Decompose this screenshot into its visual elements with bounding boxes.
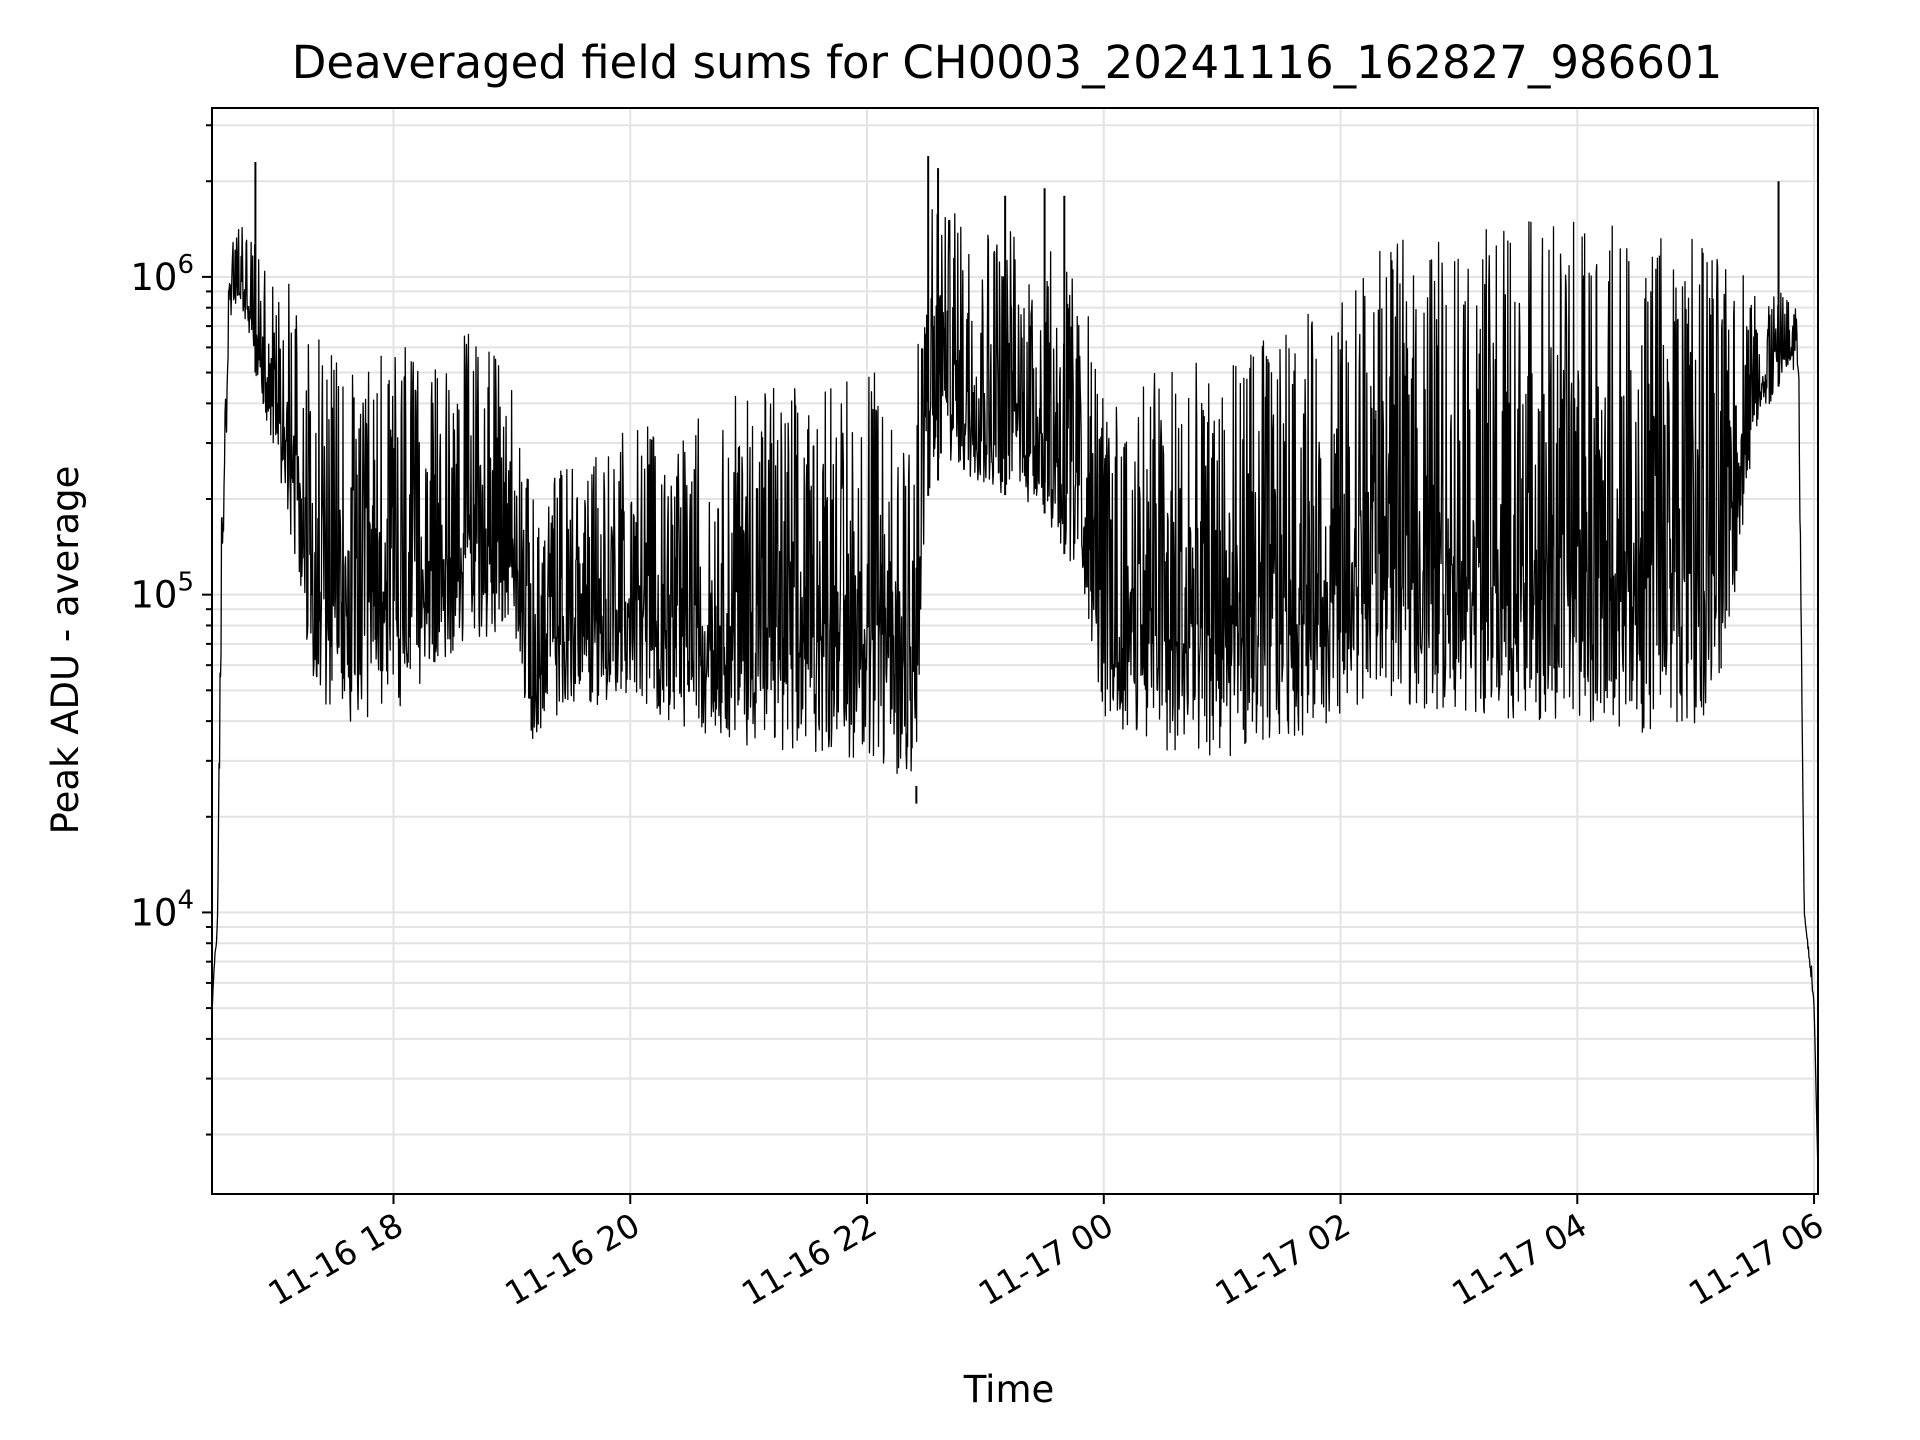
plot-frame	[211, 107, 1819, 1195]
y-tick-base: 10	[130, 256, 177, 299]
y-tick-exponent: 4	[177, 885, 194, 915]
y-tick-exponent: 5	[177, 568, 194, 598]
series-line	[211, 156, 1819, 1175]
y-tick-base: 10	[130, 891, 177, 934]
y-tick-label: 105	[130, 568, 194, 617]
y-tick-label: 106	[130, 250, 194, 299]
series-path	[211, 209, 1819, 1175]
y-axis-label: Peak ADU - average	[44, 466, 87, 835]
y-tick-base: 10	[130, 574, 177, 617]
y-tick-label: 104	[130, 885, 194, 934]
chart-title: Deaveraged field sums for CH0003_2024111…	[292, 36, 1722, 89]
y-tick-exponent: 6	[177, 250, 194, 280]
x-axis-label: Time	[963, 1368, 1055, 1411]
